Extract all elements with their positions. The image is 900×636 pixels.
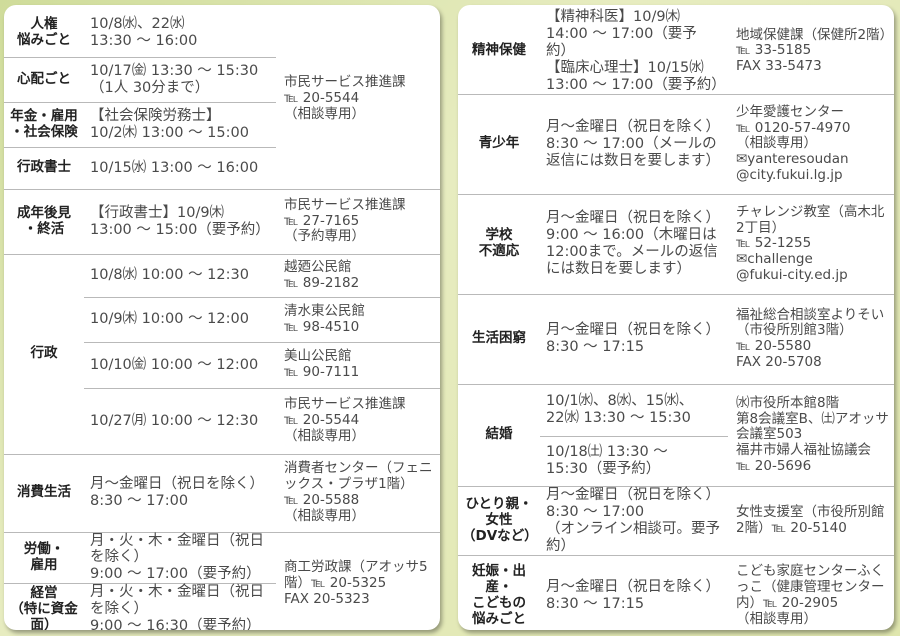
category-label: 人権 悩みごと bbox=[17, 15, 71, 48]
table-row: 妊娠・出産・ こどもの 悩みごと 月～金曜日（祝日を除く） 8:30 ～ 17:1… bbox=[458, 554, 894, 630]
contact-text: 清水東公民館 ℡ 98-4510 bbox=[276, 296, 440, 342]
table-row: 生活困窮 月～金曜日（祝日を除く） 8:30 ～ 17:15 福祉総合相談室よりそい… bbox=[458, 293, 894, 385]
contact-text: 少年愛護センター ℡ 0120-57-4970 （相談専用） ✉yanteres… bbox=[728, 93, 894, 195]
category-label: 心配ごと bbox=[4, 56, 84, 102]
table-row: 成年後見 ・終活 【行政書士】10/9㈭ 13:00 ～ 15:00（要予約） 市民… bbox=[4, 188, 440, 254]
schedule-text: 10/18㈯ 13:30 ～ 15:30（要予約） bbox=[540, 435, 728, 487]
schedule-text: 10/9㈭ 10:00 ～ 12:00 bbox=[84, 296, 276, 342]
contact-text: 消費者センター（フェニックス・プラザ1階） ℡ 20-5588 （相談専用） bbox=[276, 453, 440, 532]
schedule-text: 10/27㈪ 10:00 ～ 12:30 bbox=[84, 387, 276, 454]
category-label: 成年後見 ・終活 bbox=[4, 188, 84, 254]
schedule-text: 【行政書士】10/9㈭ 13:00 ～ 15:00（要予約） bbox=[84, 188, 276, 254]
table-row: 心配ごと 10/17㈮ 13:30 ～ 15:30 （1人 30分まで） bbox=[4, 56, 440, 102]
table-row: 年金・雇用 ・社会保険 【社会保険労務士】 10/2㈭ 13:00 ～ 15:00 bbox=[4, 101, 440, 147]
contact-text: 美山公民館 ℡ 90-7111 bbox=[276, 341, 440, 388]
category-label: 結婚 bbox=[458, 383, 540, 487]
schedule-text: 10/17㈮ 13:30 ～ 15:30 （1人 30分まで） bbox=[84, 56, 276, 102]
table-row: 10/9㈭ 10:00 ～ 12:00 清水東公民館 ℡ 98-4510 bbox=[4, 296, 440, 342]
schedule-text: 10/8㈬、22㈬ 13:30 ～ 16:00 bbox=[90, 15, 198, 49]
table-row: 10/10㈮ 10:00 ～ 12:00 美山公民館 ℡ 90-7111 bbox=[4, 341, 440, 388]
category-label: 年金・雇用 ・社会保険 bbox=[4, 101, 84, 147]
contact-text: 市民サービス推進課 ℡ 27-7165 （予約専用） bbox=[276, 188, 440, 254]
schedule-text: 月～金曜日（祝日を除く） 9:00 ～ 16:00（木曜日は12:00まで。メー… bbox=[540, 193, 728, 295]
table-row: 10/18㈯ 13:30 ～ 15:30（要予約） bbox=[458, 435, 894, 487]
schedule-text: 月～金曜日（祝日を除く） 8:30 ～ 17:00（メールの返信には数日を要しま… bbox=[540, 93, 728, 195]
consultation-table-left: 人権 悩みごと 10/8㈬、22㈬ 13:30 ～ 16:00 市民サービス推進課 … bbox=[4, 5, 440, 630]
schedule-text: 月～金曜日（祝日を除く） 8:30 ～ 17:00 （オンライン相談可。要予約） bbox=[540, 485, 728, 556]
contact-text: 地域保健課（保健所2階）℡ 33-5185 FAX 33-5473 bbox=[736, 26, 887, 75]
schedule-text: 月～金曜日（祝日を除く） 8:30 ～ 17:00 bbox=[84, 453, 276, 532]
schedule-text: 月～金曜日（祝日を除く） 8:30 ～ 17:15 bbox=[540, 554, 728, 630]
schedule-text: 【社会保険労務士】 10/2㈭ 13:00 ～ 15:00 bbox=[84, 101, 276, 147]
schedule-text: 10/15㈬ 13:00 ～ 16:00 bbox=[84, 146, 276, 189]
category-label: 労働・ 雇用 bbox=[4, 531, 84, 584]
table-row: 行政書士 10/15㈬ 13:00 ～ 16:00 bbox=[4, 146, 440, 189]
contact-text: こども家庭センターふくっこ（健康管理センター内）℡ 20-2905 （相談専用） bbox=[728, 554, 894, 630]
schedule-text: 月・火・木・金曜日（祝日を除く） 9:00 ～ 17:00（要予約） bbox=[84, 531, 276, 584]
left-table: 人権 悩みごと 10/8㈬、22㈬ 13:30 ～ 16:00 市民サービス推進課 … bbox=[4, 9, 440, 630]
contact-text: 福祉総合相談室よりそい（市役所別館3階） ℡ 20-5580 FAX 20-57… bbox=[728, 293, 894, 385]
category-label: 消費生活 bbox=[4, 453, 84, 532]
table-row: 精神保健 【精神科医】10/9㈭ 14:00 ～ 17:00（要予約） 【臨床心理… bbox=[458, 9, 894, 94]
category-label: 生活困窮 bbox=[458, 293, 540, 385]
right-table: 精神保健 【精神科医】10/9㈭ 14:00 ～ 17:00（要予約） 【臨床心理… bbox=[458, 9, 894, 630]
schedule-text: 月・火・木・金曜日（祝日を除く） 9:00 ～ 16:30（要予約） bbox=[84, 583, 276, 630]
consultation-table-right: 精神保健 【精神科医】10/9㈭ 14:00 ～ 17:00（要予約） 【臨床心理… bbox=[458, 5, 894, 630]
table-row: 消費生活 月～金曜日（祝日を除く） 8:30 ～ 17:00 消費者センター（フェニ… bbox=[4, 453, 440, 532]
table-row: 青少年 月～金曜日（祝日を除く） 8:30 ～ 17:00（メールの返信には数日を… bbox=[458, 93, 894, 195]
table-row: 労働・ 雇用 月・火・木・金曜日（祝日を除く） 9:00 ～ 17:00（要予約）… bbox=[4, 531, 440, 630]
category-label: 学校 不適応 bbox=[458, 193, 540, 295]
category-label: 妊娠・出産・ こどもの 悩みごと bbox=[458, 554, 540, 630]
contact-text: 越廼公民館 ℡ 89-2182 bbox=[276, 253, 440, 297]
category-label: ひとり親・ 女性 （DVなど） bbox=[458, 485, 540, 556]
contact-text: 市民サービス推進課 ℡ 20-5544 （相談専用） bbox=[276, 387, 440, 454]
table-row: 経営 （特に資金面） 月・火・木・金曜日（祝日を除く） 9:00 ～ 16:30（… bbox=[4, 583, 440, 630]
schedule-text: 10/10㈮ 10:00 ～ 12:00 bbox=[84, 341, 276, 388]
table-row: 人権 悩みごと 10/8㈬、22㈬ 13:30 ～ 16:00 市民サービス推進課 … bbox=[4, 9, 440, 122]
contact-text: ㈬市役所本館8階 第8会議室B、㈯アオッサ会議室503 福井市婦人福祉協議会 ℡… bbox=[728, 383, 894, 487]
contact-text: 女性支援室（市役所別館2階）℡ 20-5140 bbox=[728, 485, 894, 556]
table-row: ひとり親・ 女性 （DVなど） 月～金曜日（祝日を除く） 8:30 ～ 17:00… bbox=[458, 485, 894, 556]
schedule-text: 月～金曜日（祝日を除く） 8:30 ～ 17:15 bbox=[540, 293, 728, 385]
table-row: 行政 10/8㈬ 10:00 ～ 12:30 越廼公民館 ℡ 89-2182 bbox=[4, 253, 440, 454]
contact-text: チャレンジ教室（高木北2丁目） ℡ 52-1255 ✉challenge @fu… bbox=[728, 193, 894, 295]
contact-text: 市民サービス推進課 ℡ 20-5544 （相談専用） bbox=[284, 74, 406, 122]
table-row: 10/27㈪ 10:00 ～ 12:30 市民サービス推進課 ℡ 20-5544 … bbox=[4, 387, 440, 454]
schedule-text: 10/8㈬ 10:00 ～ 12:30 bbox=[84, 253, 276, 297]
category-label: 行政 bbox=[4, 253, 84, 454]
category-label: 経営 （特に資金面） bbox=[4, 583, 84, 630]
table-row: 学校 不適応 月～金曜日（祝日を除く） 9:00 ～ 16:00（木曜日は12:0… bbox=[458, 193, 894, 295]
category-label: 青少年 bbox=[458, 93, 540, 195]
category-label: 精神保健 bbox=[472, 42, 526, 59]
table-row: 結婚 10/1㈬、8㈬、15㈬、 22㈬ 13:30 ～ 15:30 ㈬市役所本館8… bbox=[458, 383, 894, 487]
category-label: 行政書士 bbox=[4, 146, 84, 189]
contact-text: 商工労政課（アオッサ5階）℡ 20-5325 FAX 20-5323 bbox=[276, 531, 440, 630]
schedule-text: 10/1㈬、8㈬、15㈬、 22㈬ 13:30 ～ 15:30 bbox=[540, 383, 728, 437]
schedule-text: 【精神科医】10/9㈭ 14:00 ～ 17:00（要予約） 【臨床心理士】10… bbox=[546, 9, 726, 93]
